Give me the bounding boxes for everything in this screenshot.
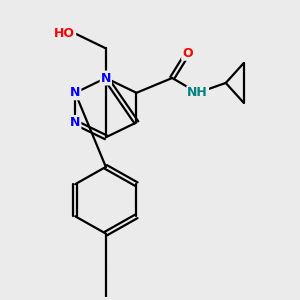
- Text: O: O: [182, 47, 193, 60]
- Text: N: N: [70, 116, 80, 129]
- Text: N: N: [70, 86, 80, 99]
- Text: NH: NH: [187, 86, 208, 99]
- Text: N: N: [100, 71, 111, 85]
- Text: HO: HO: [54, 27, 75, 40]
